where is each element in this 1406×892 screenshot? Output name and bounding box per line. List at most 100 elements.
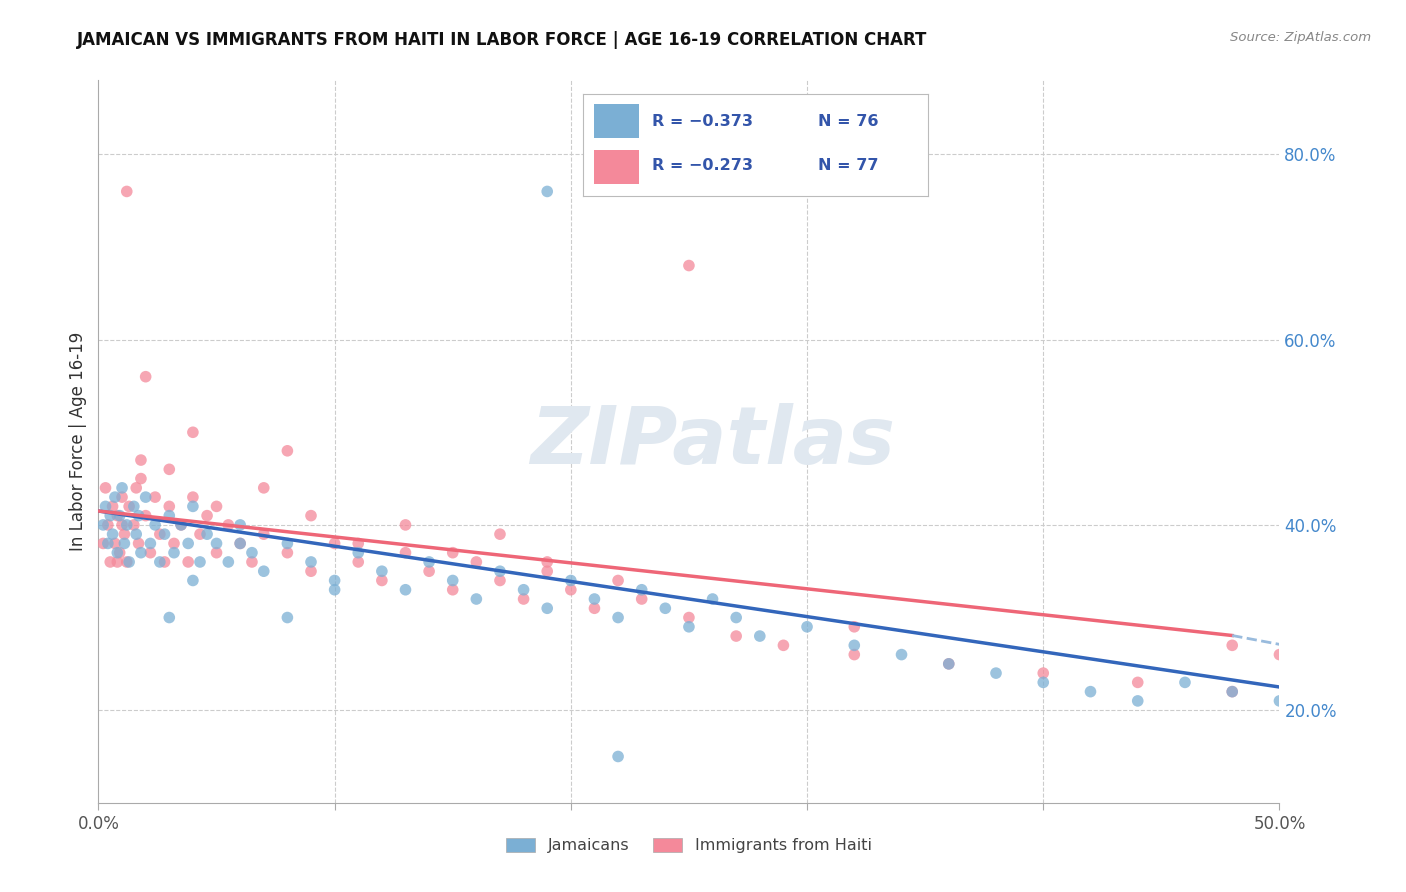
Point xyxy=(98,555,121,569)
Point xyxy=(371,574,394,588)
Point xyxy=(512,592,534,607)
Point xyxy=(135,490,157,504)
Point xyxy=(128,536,150,550)
Point xyxy=(177,536,200,550)
Point xyxy=(489,527,512,541)
Point xyxy=(536,564,558,578)
Point xyxy=(725,610,748,624)
Point xyxy=(323,536,346,550)
Point xyxy=(607,574,630,588)
Point xyxy=(371,564,394,578)
Point xyxy=(630,582,652,597)
Point xyxy=(170,517,193,532)
Point xyxy=(111,517,134,532)
Point xyxy=(157,500,180,514)
Point xyxy=(512,582,534,597)
Point xyxy=(276,610,298,624)
Legend: Jamaicans, Immigrants from Haiti: Jamaicans, Immigrants from Haiti xyxy=(499,832,879,860)
Point xyxy=(678,259,700,273)
Point xyxy=(157,610,180,624)
Point xyxy=(149,555,172,569)
Point xyxy=(108,546,131,560)
Point xyxy=(796,620,818,634)
Point xyxy=(1362,694,1385,708)
Point xyxy=(253,527,276,541)
Point xyxy=(153,527,176,541)
Point xyxy=(115,555,138,569)
Point xyxy=(1268,694,1291,708)
Point xyxy=(188,527,211,541)
Point xyxy=(91,536,114,550)
Point xyxy=(489,574,512,588)
Point xyxy=(489,564,512,578)
Point xyxy=(394,517,416,532)
Point xyxy=(441,574,464,588)
Point xyxy=(125,527,148,541)
Point xyxy=(441,582,464,597)
Point xyxy=(844,648,866,662)
Text: R = −0.373: R = −0.373 xyxy=(652,114,754,128)
Point xyxy=(1220,684,1243,698)
Point xyxy=(105,546,128,560)
Point xyxy=(115,517,138,532)
Point xyxy=(125,481,148,495)
Point xyxy=(112,536,135,550)
Point xyxy=(418,555,440,569)
Point xyxy=(105,555,128,569)
Text: R = −0.273: R = −0.273 xyxy=(652,158,754,173)
Point xyxy=(129,453,152,467)
Point xyxy=(984,666,1007,681)
Point xyxy=(465,592,488,607)
Point xyxy=(157,508,180,523)
Point xyxy=(205,546,228,560)
Text: Source: ZipAtlas.com: Source: ZipAtlas.com xyxy=(1230,31,1371,45)
Point xyxy=(702,592,724,607)
Point xyxy=(104,536,127,550)
Point xyxy=(347,546,370,560)
Point xyxy=(163,546,186,560)
Point xyxy=(128,508,150,523)
Point xyxy=(560,574,582,588)
Point xyxy=(108,508,131,523)
Point xyxy=(111,481,134,495)
Point xyxy=(143,517,166,532)
Point xyxy=(1220,638,1243,652)
Point xyxy=(91,517,114,532)
Point xyxy=(181,490,204,504)
Point xyxy=(115,185,138,199)
Point xyxy=(536,185,558,199)
Text: ZIPatlas: ZIPatlas xyxy=(530,402,896,481)
Text: JAMAICAN VS IMMIGRANTS FROM HAITI IN LABOR FORCE | AGE 16-19 CORRELATION CHART: JAMAICAN VS IMMIGRANTS FROM HAITI IN LAB… xyxy=(77,31,928,49)
Point xyxy=(1032,666,1054,681)
Point xyxy=(276,443,298,458)
Point xyxy=(560,582,582,597)
Point xyxy=(253,564,276,578)
Point xyxy=(97,536,120,550)
FancyBboxPatch shape xyxy=(593,104,638,137)
Point xyxy=(678,610,700,624)
Point xyxy=(299,555,322,569)
Point xyxy=(94,500,117,514)
Point xyxy=(418,564,440,578)
Point xyxy=(157,462,180,476)
Point xyxy=(101,500,124,514)
Point xyxy=(678,620,700,634)
Point xyxy=(323,574,346,588)
Point xyxy=(129,472,152,486)
Point xyxy=(276,546,298,560)
Point xyxy=(229,536,252,550)
Point xyxy=(229,536,252,550)
Point xyxy=(844,638,866,652)
Point xyxy=(205,500,228,514)
Point xyxy=(607,610,630,624)
Point xyxy=(163,536,186,550)
Point xyxy=(347,555,370,569)
Point xyxy=(188,555,211,569)
Y-axis label: In Labor Force | Age 16-19: In Labor Force | Age 16-19 xyxy=(69,332,87,551)
Point xyxy=(1126,694,1149,708)
Point xyxy=(195,527,218,541)
Point xyxy=(104,490,127,504)
Point xyxy=(177,555,200,569)
Point xyxy=(1220,684,1243,698)
Point xyxy=(229,517,252,532)
